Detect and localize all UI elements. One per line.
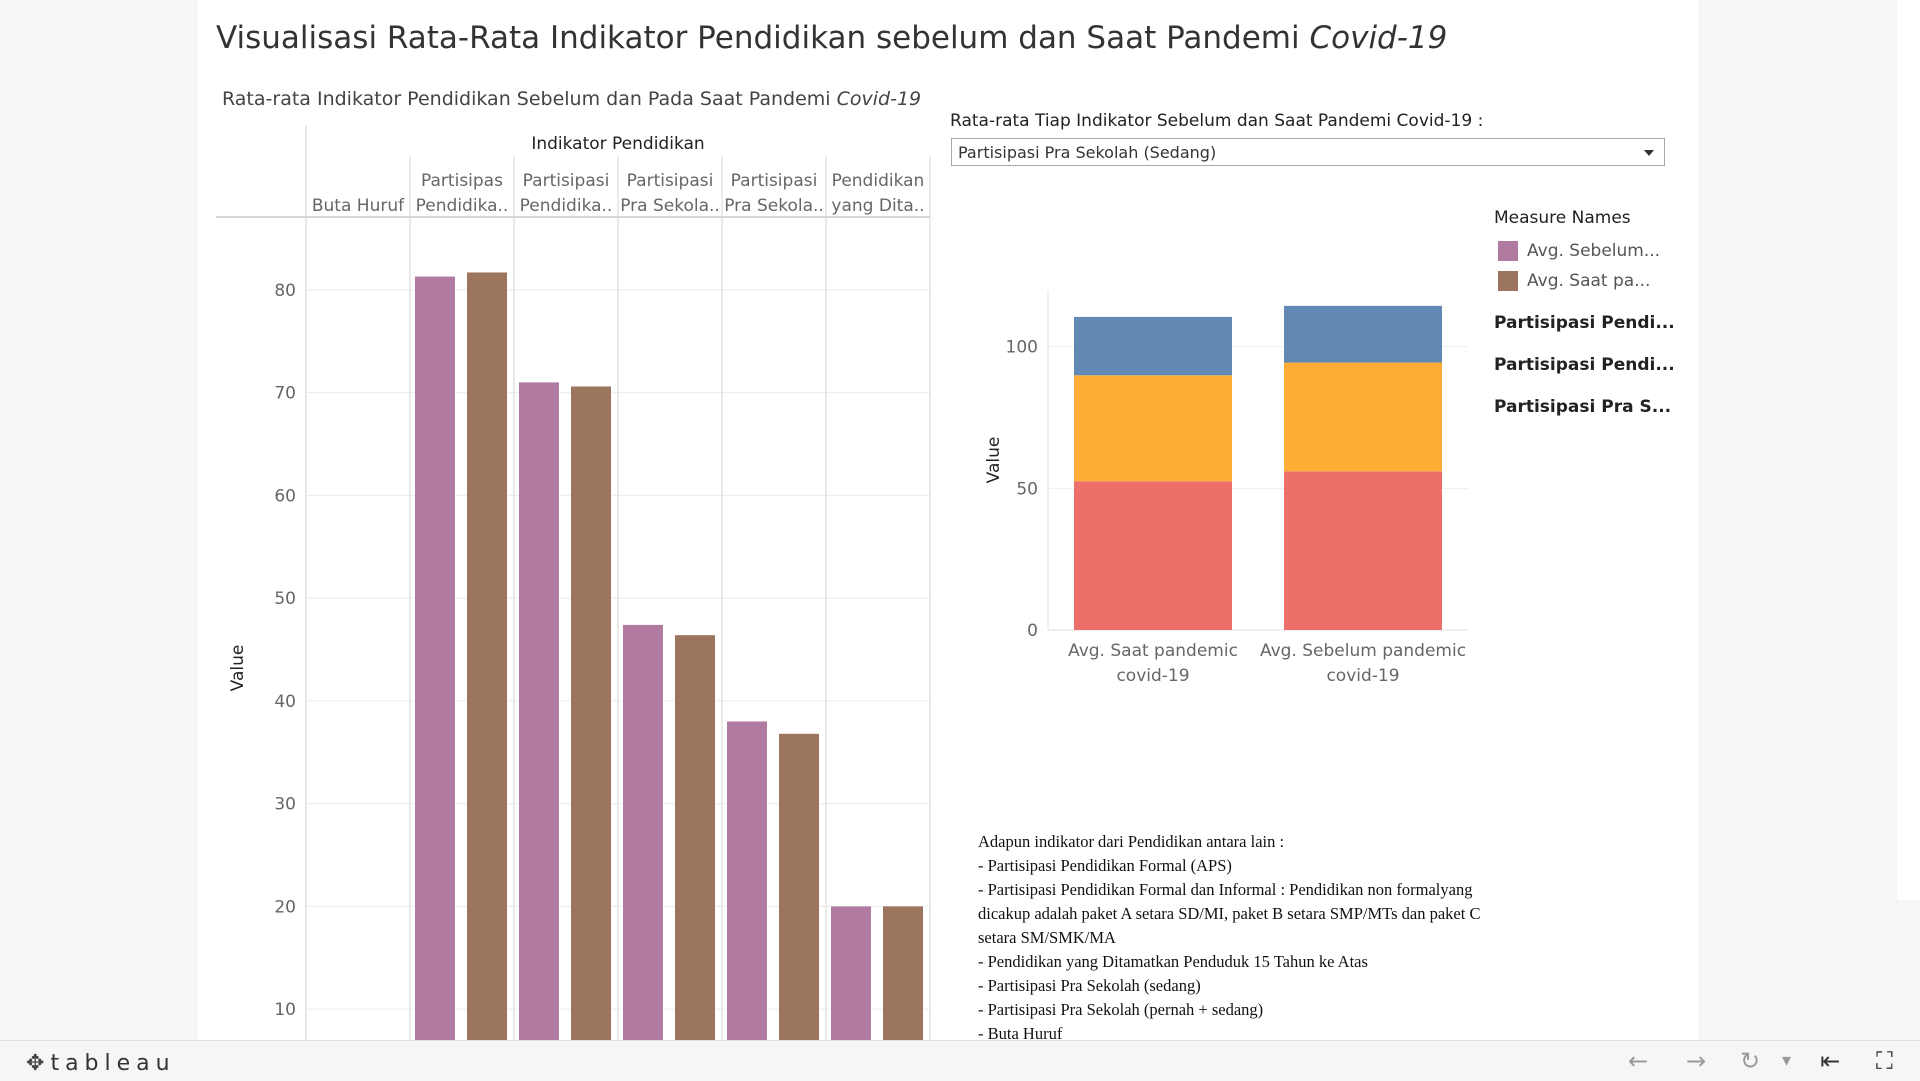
y-tick-label: 10 — [274, 1000, 296, 1020]
y-axis-label: Value — [984, 437, 1004, 484]
reset-icon[interactable]: ⇤ — [1820, 1047, 1841, 1075]
y-tick-label: 0 — [1027, 621, 1038, 641]
legend-measure-item[interactable]: Partisipasi Pendi... — [1494, 313, 1675, 333]
legend-item[interactable]: Avg. Sebelum... — [1494, 236, 1694, 266]
legend-label: Avg. Saat pa... — [1527, 271, 1651, 291]
left-chart-title: Rata-rata Indikator Pendidikan Sebelum d… — [222, 88, 921, 110]
filter-label: Rata-rata Tiap Indikator Sebelum dan Saa… — [950, 111, 1484, 131]
x-label-line2: yang Dita.. — [831, 196, 924, 216]
revert-icon[interactable]: ↻ — [1740, 1047, 1761, 1075]
column-header: Indikator Pendidikan — [531, 134, 704, 154]
y-tick-label: 30 — [274, 795, 296, 815]
x-label-line1: Partisipasi — [731, 171, 818, 191]
legend-label: Avg. Sebelum... — [1527, 241, 1661, 261]
dashboard-title: Visualisasi Rata-Rata Indikator Pendidik… — [216, 20, 1447, 56]
stack-0-2 — [1074, 316, 1232, 376]
title-text: Visualisasi Rata-Rata Indikator Pendidik… — [216, 20, 1310, 56]
chevron-down-icon — [1644, 150, 1654, 156]
legend-swatch — [1498, 241, 1518, 261]
y-tick-label: 40 — [274, 692, 296, 712]
y-tick-label: 60 — [274, 486, 296, 506]
subtitle-italic: Covid-19 — [836, 88, 922, 110]
dashboard: Visualisasi Rata-Rata Indikator Pendidik… — [198, 0, 1698, 1040]
tableau-plus-icon: ✥ — [26, 1051, 45, 1076]
revert-dropdown-icon[interactable]: ▾ — [1782, 1050, 1792, 1071]
bar-4-1 — [779, 733, 819, 1040]
legend-item[interactable]: Avg. Saat pa... — [1494, 266, 1694, 296]
note-line: - Partisipasi Pendidikan Formal dan Info… — [978, 880, 1481, 947]
bar-2-1 — [571, 386, 611, 1040]
tableau-logo[interactable]: ✥ tableau — [26, 1051, 176, 1076]
bar-3-1 — [675, 635, 715, 1040]
bar-1-0 — [415, 276, 455, 1040]
x-label-line2: covid-19 — [1116, 666, 1189, 686]
subtitle-text: Rata-rata Indikator Pendidikan Sebelum d… — [222, 88, 837, 110]
x-label-line1: Partisipas — [421, 171, 503, 191]
note-line: - Partisipasi Pra Sekolah (pernah + seda… — [978, 1000, 1264, 1019]
y-tick-label: 50 — [1016, 479, 1038, 499]
logo-text: tableau — [50, 1051, 176, 1076]
y-tick-label: 50 — [274, 589, 296, 609]
x-label-line1: Pendidikan — [832, 171, 925, 191]
title-italic: Covid-19 — [1309, 20, 1448, 56]
bar-3-0 — [623, 624, 663, 1040]
bar-2-0 — [519, 382, 559, 1040]
fullscreen-icon[interactable]: ⛶ — [1876, 1047, 1893, 1075]
scroll-area — [1897, 0, 1920, 900]
legend: Measure Names Avg. Sebelum... Avg. Saat p… — [1494, 208, 1694, 428]
undo-icon[interactable]: ← — [1628, 1047, 1649, 1075]
bar-4-0 — [727, 721, 767, 1040]
y-tick-label: 70 — [274, 384, 296, 404]
left-bar-chart: Indikator Pendidikan 10 20 30 40 50 60 70 80 Buta… — [216, 125, 931, 1040]
bar-1-1 — [467, 272, 507, 1040]
stack-0-0 — [1074, 481, 1232, 630]
y-tick-label: 100 — [1006, 338, 1038, 358]
note-line: - Buta Huruf — [978, 1024, 1063, 1040]
x-label-line2: Pra Sekola.. — [620, 196, 720, 216]
x-label-line2: covid-19 — [1326, 666, 1399, 686]
x-label-line2: Buta Huruf — [312, 196, 405, 216]
y-axis-label: Value — [228, 645, 248, 692]
bar-5-0 — [831, 906, 871, 1040]
bar-5-1 — [883, 906, 923, 1040]
x-label-line1: Partisipasi — [627, 171, 714, 191]
right-stacked-chart: 0 50 100 Avg. Saat pandemic covid-19 Avg. Seb… — [984, 290, 1468, 686]
x-label-line1: Partisipasi — [523, 171, 610, 191]
x-label-line1: Avg. Saat pandemic — [1068, 641, 1238, 661]
tableau-toolbar: ✥ tableau ← → ↻ ▾ ⇤ ⛶ — [0, 1040, 1920, 1081]
note-line: - Pendidikan yang Ditamatkan Penduduk 15… — [978, 952, 1368, 971]
y-tick-label: 20 — [274, 897, 296, 917]
legend-measure-item[interactable]: Partisipasi Pra S... — [1494, 397, 1672, 417]
indicator-notes: Adapun indikator dari Pendidikan antara … — [978, 830, 1498, 1040]
stack-1-2 — [1284, 305, 1442, 363]
indicator-filter-dropdown[interactable]: Partisipasi Pra Sekolah (Sedang) — [951, 138, 1665, 166]
x-label-line2: Pendidika.. — [416, 196, 509, 216]
note-line: - Partisipasi Pra Sekolah (sedang) — [978, 976, 1201, 995]
legend-measure-item[interactable]: Partisipasi Pendi... — [1494, 355, 1675, 375]
dropdown-value: Partisipasi Pra Sekolah (Sedang) — [958, 143, 1217, 162]
note-line: - Partisipasi Pendidikan Formal (APS) — [978, 856, 1232, 875]
legend-swatch — [1498, 271, 1518, 291]
stack-0-1 — [1074, 375, 1232, 482]
x-label-line2: Pra Sekola.. — [724, 196, 824, 216]
legend-title: Measure Names — [1494, 208, 1631, 228]
note-line: Adapun indikator dari Pendidikan antara … — [978, 832, 1285, 851]
stack-1-1 — [1284, 362, 1442, 472]
x-label-line2: Pendidika.. — [520, 196, 613, 216]
y-tick-label: 80 — [274, 281, 296, 301]
redo-icon[interactable]: → — [1686, 1047, 1707, 1075]
x-label-line1: Avg. Sebelum pandemic — [1260, 641, 1466, 661]
stack-1-0 — [1284, 471, 1442, 630]
